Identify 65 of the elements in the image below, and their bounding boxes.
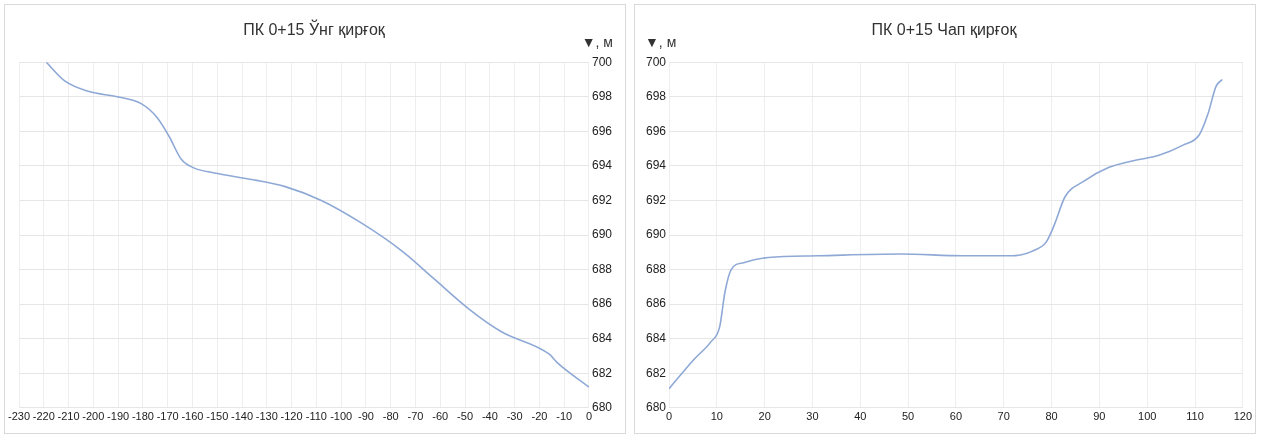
x-tick-label: 90: [1093, 410, 1106, 423]
x-tick-label: 10: [710, 410, 723, 423]
y-tick-label: 680: [591, 400, 613, 415]
y-tick-label: 686: [591, 296, 613, 311]
y-tick-label: 684: [645, 330, 667, 345]
y-tick-label: 692: [645, 192, 667, 207]
x-tick-label: 60: [949, 410, 963, 423]
y-tick-label: 690: [645, 227, 667, 242]
y-axis-title: ▼, м: [581, 34, 613, 51]
x-tick-label: 80: [1045, 410, 1058, 423]
x-tick-label: 0: [665, 410, 673, 423]
y-tick-label: 694: [645, 158, 667, 173]
x-tick-label: -180: [131, 410, 154, 423]
x-tick-label: -40: [481, 410, 498, 423]
y-tick-label: 700: [645, 54, 667, 69]
x-tick-label: -120: [280, 410, 303, 423]
x-tick-label: 110: [1186, 410, 1204, 423]
x-tick-label: -130: [255, 410, 278, 423]
y-tick-label: 694: [591, 158, 613, 173]
x-tick-label: -140: [231, 410, 254, 423]
x-tick-label: 30: [806, 410, 819, 423]
y-tick-label: 686: [645, 296, 667, 311]
chart-title: ПК 0+15 Чап қирғоқ: [871, 21, 1018, 39]
y-axis-title: ▼, м: [645, 34, 677, 51]
x-tick-label: -190: [107, 410, 130, 423]
x-tick-label: -220: [32, 410, 55, 423]
x-tick-label: 100: [1138, 410, 1157, 423]
x-tick-label: -70: [407, 410, 424, 423]
y-tick-label: 698: [591, 89, 613, 104]
line-series: [45, 62, 589, 388]
y-tick-label: 680: [645, 400, 667, 415]
x-tick-label: -160: [181, 410, 204, 423]
x-tick-label: -10: [556, 410, 573, 423]
x-tick-label: -60: [432, 410, 449, 423]
x-tick-label: -80: [382, 410, 399, 423]
y-tick-label: 700: [591, 54, 613, 69]
x-tick-label: -110: [305, 410, 327, 423]
y-tick-label: 684: [591, 330, 613, 345]
x-tick-label: -50: [457, 410, 474, 423]
x-tick-label: 50: [901, 410, 915, 423]
x-tick-label: 20: [758, 410, 771, 423]
y-tick-label: 688: [591, 261, 613, 276]
y-tick-label: 690: [591, 227, 613, 242]
x-tick-label: 0: [585, 410, 593, 423]
x-tick-label: -20: [531, 410, 548, 423]
x-tick-label: 40: [854, 410, 867, 423]
y-tick-label: 696: [645, 123, 667, 138]
x-tick-label: -90: [357, 410, 374, 423]
y-tick-label: 682: [591, 365, 613, 380]
x-tick-label: -230: [7, 410, 31, 423]
y-tick-label: 696: [591, 123, 613, 138]
y-tick-label: 688: [645, 261, 667, 276]
line-series: [669, 78, 1224, 390]
y-tick-label: 682: [645, 365, 667, 380]
x-tick-label: 70: [997, 410, 1010, 423]
x-tick-label: -150: [206, 410, 229, 423]
x-tick-label: -30: [506, 410, 523, 423]
x-tick-label: -100: [330, 410, 353, 423]
y-tick-label: 698: [645, 89, 667, 104]
chart-title: ПК 0+15 Ўнг қирғоқ: [243, 19, 386, 39]
x-tick-label: 120: [1233, 410, 1252, 423]
y-tick-label: 692: [591, 192, 613, 207]
x-tick-label: -170: [156, 410, 179, 423]
x-tick-label: -200: [82, 410, 105, 423]
x-tick-label: -210: [57, 410, 80, 423]
